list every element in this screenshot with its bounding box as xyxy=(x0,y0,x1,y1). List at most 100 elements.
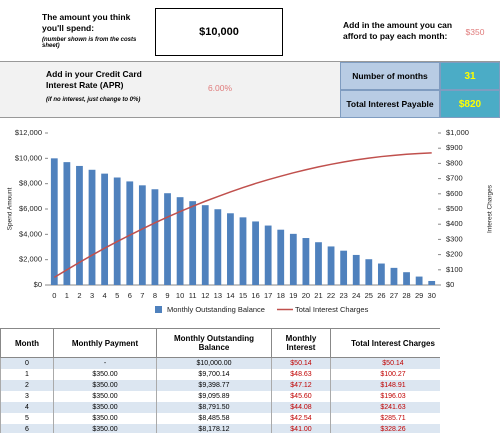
table-cell: - xyxy=(53,357,157,369)
x-tick-label: 8 xyxy=(153,291,157,300)
x-tick-label: 16 xyxy=(251,291,259,300)
chart: $0 $2,000 $4,000 $6,000 $8,000 $10,000 $12,000… xyxy=(7,128,494,314)
bar xyxy=(264,225,272,285)
y2-tick-label: $0 xyxy=(446,280,454,289)
x-tick-label: 15 xyxy=(239,291,247,300)
table-cell: $350.00 xyxy=(53,380,157,391)
table-row: 0- $10,000.00 $50.14 $50.14 xyxy=(0,357,440,369)
table-cell: $47.12 xyxy=(271,380,331,391)
table-cell: $42.54 xyxy=(271,413,331,424)
bar xyxy=(126,181,134,285)
bar xyxy=(151,189,159,285)
x-tick-label: 24 xyxy=(352,291,360,300)
table-cell: $285.71 xyxy=(330,413,440,424)
bar xyxy=(88,169,96,285)
y2-tick-label: $900 xyxy=(446,143,463,152)
spend-row: The amount you think you'll spend: (numb… xyxy=(0,0,500,62)
y-tick-label: $12,000 xyxy=(15,128,42,137)
y2-tick-label: $200 xyxy=(446,250,463,259)
table-cell: 6 xyxy=(0,424,54,433)
bar xyxy=(164,193,171,285)
x-tick-label: 26 xyxy=(377,291,385,300)
x-tick-label: 29 xyxy=(415,291,423,300)
payment-input[interactable]: $350 xyxy=(465,27,485,37)
table-cell: $350.00 xyxy=(53,369,157,380)
bar xyxy=(252,221,259,285)
y-axis-title: Spend Amount xyxy=(7,187,14,230)
x-tick-label: 13 xyxy=(214,291,222,300)
bar xyxy=(113,177,121,285)
x-tick-label: 9 xyxy=(165,291,169,300)
bar xyxy=(327,246,335,285)
bar xyxy=(227,213,234,285)
table-cell: $45.60 xyxy=(271,391,331,402)
y2-tick-label: $300 xyxy=(446,234,463,243)
y2-tick-label: $400 xyxy=(446,219,463,228)
table-row: 4 $350.00 $8,791.50 $44.08 $241.63 xyxy=(0,402,440,413)
payment-label: Add in the amount you can afford to pay … xyxy=(343,20,453,41)
legend-swatch xyxy=(155,306,162,313)
table-cell: $41.00 xyxy=(271,424,331,433)
bar xyxy=(50,158,58,285)
y2-tick-label: $700 xyxy=(446,174,463,183)
table-cell: $44.08 xyxy=(271,402,331,413)
table-cell: $8,485.58 xyxy=(156,413,272,424)
y2-tick-label: $800 xyxy=(446,158,463,167)
x-tick-label: 19 xyxy=(289,291,297,300)
bar xyxy=(390,267,398,285)
column-header: Total Interest Charges xyxy=(330,328,440,358)
y-tick-label: $0 xyxy=(34,280,42,289)
table-cell: $50.14 xyxy=(271,357,331,369)
table-cell: 5 xyxy=(0,413,54,424)
rate-note: (if no interest, just change to 0%) xyxy=(46,97,141,103)
x-tick-label: 4 xyxy=(103,291,107,300)
bar xyxy=(365,259,373,285)
x-tick-label: 18 xyxy=(277,291,285,300)
table-cell: 0 xyxy=(0,357,54,369)
table-cell: $8,791.50 xyxy=(156,402,272,413)
bar xyxy=(415,276,423,285)
line xyxy=(53,152,432,279)
x-tick-label: 6 xyxy=(128,291,132,300)
bar xyxy=(377,263,385,285)
table-row: 6 $350.00 $8,178.12 $41.00 $328.26 xyxy=(0,424,440,433)
column-header: Monthly Interest xyxy=(271,328,331,358)
bar xyxy=(302,238,310,285)
spend-note: (number shown is from the costs sheet) xyxy=(42,37,137,49)
y2-axis-title: Interest Charges xyxy=(487,184,494,233)
legend-item: Total Interest Charges xyxy=(276,305,369,314)
x-tick-label: 22 xyxy=(327,291,335,300)
spend-label: The amount you think you'll spend: xyxy=(42,12,131,33)
table-cell: $328.26 xyxy=(330,424,440,433)
spend-input[interactable]: $10,000 xyxy=(155,8,283,56)
months-label: Number of months xyxy=(340,62,440,90)
y-tick-label: $2,000 xyxy=(19,255,42,264)
y2-tick-label: $600 xyxy=(446,189,463,198)
x-tick-label: 23 xyxy=(339,291,347,300)
legend-label: Monthly Outstanding Balance xyxy=(167,305,265,314)
y-tick-label: $8,000 xyxy=(19,179,42,188)
table-row: 3 $350.00 $9,095.89 $45.60 $196.03 xyxy=(0,391,440,402)
bar xyxy=(189,201,197,285)
y2-tick-label: $500 xyxy=(446,204,463,213)
rate-input[interactable]: 6.00% xyxy=(207,83,233,93)
table-cell: $350.00 xyxy=(53,424,157,433)
x-tick-label: 12 xyxy=(201,291,209,300)
column-header: Monthly Payment xyxy=(53,328,157,358)
table-cell: $9,398.77 xyxy=(156,380,272,391)
bar xyxy=(352,254,360,285)
x-tick-label: 20 xyxy=(302,291,310,300)
rate-row: Add in your Credit Card Interest Rate (A… xyxy=(0,62,340,118)
bar xyxy=(277,229,285,285)
bar xyxy=(63,162,71,285)
spend-label-block: The amount you think you'll spend: (numb… xyxy=(42,12,152,49)
rate-label: Add in your Credit Card Interest Rate (A… xyxy=(46,69,142,90)
table-cell: $196.03 xyxy=(330,391,440,402)
y-tick-label: $4,000 xyxy=(19,229,42,238)
bar xyxy=(289,233,297,285)
y2-tick-label: $1,000 xyxy=(446,128,469,137)
table-row: 5 $350.00 $8,485.58 $42.54 $285.71 xyxy=(0,413,440,424)
table-row: 1 $350.00 $9,700.14 $48.63 $100.27 xyxy=(0,369,440,380)
x-tick-label: 21 xyxy=(314,291,322,300)
table-cell: $350.00 xyxy=(53,402,157,413)
